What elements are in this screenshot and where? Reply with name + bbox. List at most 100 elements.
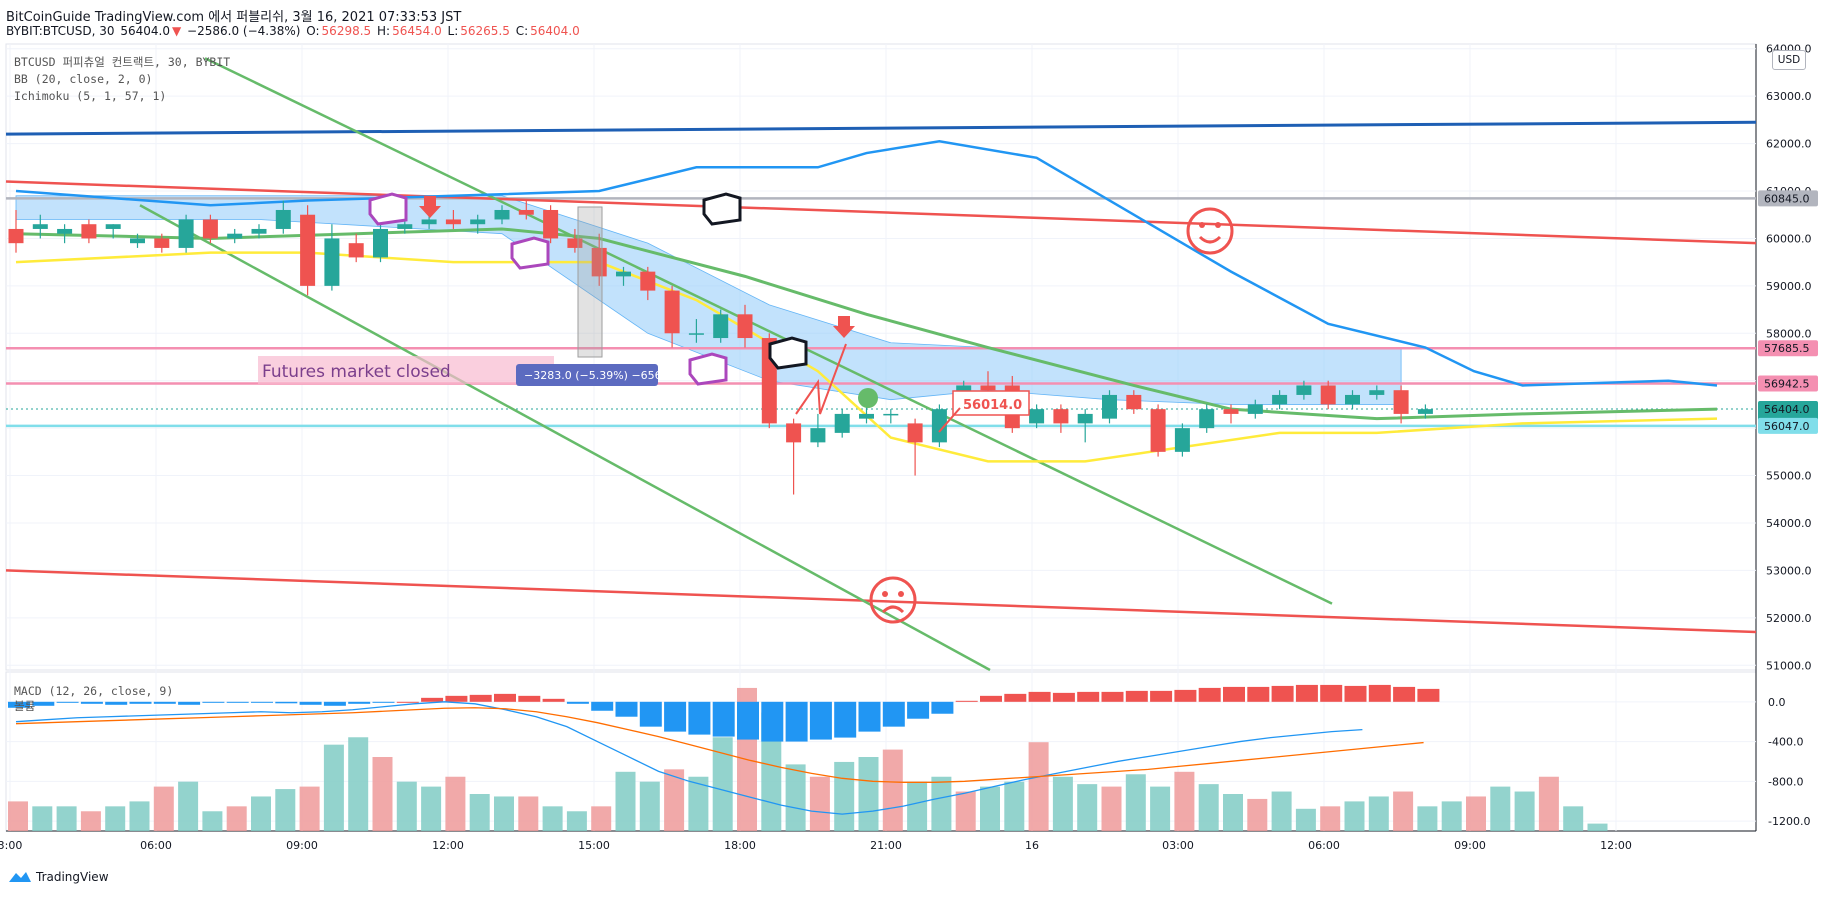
- happy-face-icon: [1186, 207, 1234, 255]
- candle-body: [1417, 409, 1433, 414]
- candle-body: [518, 209, 534, 215]
- volume-bar: [1125, 774, 1146, 831]
- volume-bar: [348, 737, 369, 831]
- y-tick-label: 58000.0: [1766, 327, 1812, 340]
- publish-line: BitCoinGuide TradingView.com 에서 퍼블리쉬, 3월…: [6, 10, 462, 25]
- volume-bar: [396, 781, 417, 831]
- candle-body: [324, 238, 340, 286]
- measure-label-box: [516, 364, 658, 386]
- candle-body: [470, 219, 486, 225]
- macd-histogram-bar: [1125, 690, 1148, 702]
- x-tick-label: 12:00: [432, 839, 464, 852]
- macd-histogram-bar: [761, 701, 784, 742]
- volume-bar: [1028, 742, 1049, 831]
- macd-histogram-bar: [1150, 690, 1173, 702]
- change-down-icon: ▼: [171, 24, 182, 38]
- footer-brand[interactable]: TradingView: [8, 870, 109, 884]
- candle-body: [859, 413, 874, 419]
- macd-histogram-bar: [80, 701, 103, 704]
- forecast-arrow: [938, 407, 961, 433]
- macd-histogram-bar: [1271, 685, 1294, 702]
- macd-histogram-bar: [1004, 693, 1027, 702]
- volume-bar: [518, 796, 539, 831]
- candle-body: [300, 214, 316, 286]
- candle-body: [1077, 413, 1093, 424]
- green-channel-lower: [139, 204, 991, 672]
- candle-body: [883, 413, 899, 416]
- macd-histogram-bar: [712, 701, 735, 737]
- candle-body: [1369, 390, 1385, 395]
- candle-body: [931, 409, 947, 443]
- futures-closed-label: Futures market closed: [262, 362, 451, 382]
- close-label: C:: [515, 24, 529, 38]
- x-tick-label: 15:00: [578, 839, 610, 852]
- volume-bar: [785, 764, 806, 831]
- macd-histogram-bar: [8, 701, 30, 708]
- macd-histogram-bar: [299, 701, 322, 705]
- macd-histogram-bar: [1028, 691, 1051, 702]
- volume-bar: [1393, 791, 1414, 831]
- signal-line: [15, 707, 1424, 783]
- macd-histogram-bar: [226, 701, 249, 703]
- measure-label: −3283.0 (−5.39%) −6566: [524, 369, 669, 382]
- candle-body: [907, 423, 923, 443]
- volume-bar: [1150, 786, 1171, 831]
- volume-bar: [809, 776, 830, 831]
- tradingview-logo-icon: [9, 872, 31, 882]
- volume-bar: [1344, 801, 1365, 831]
- y-tick-label: 54000.0: [1766, 517, 1812, 530]
- macd-histogram-bar: [421, 697, 444, 702]
- price-tag-label: 56014.0: [963, 398, 1022, 413]
- x-tick-label: 06:00: [140, 839, 172, 852]
- macd-histogram-bar: [907, 701, 930, 719]
- forecast-arrow: [795, 343, 847, 415]
- legend-volume: 볼륨: [14, 699, 35, 713]
- candle-body: [81, 224, 97, 239]
- volume-bar: [80, 811, 101, 831]
- macd-histogram-bar: [615, 701, 638, 717]
- macd-histogram-bar: [518, 695, 541, 702]
- thumbs-hand-icon: [368, 192, 408, 226]
- volume-bar: [1004, 781, 1025, 831]
- candle-body: [737, 314, 753, 339]
- volume-bar: [32, 806, 53, 831]
- volume-bar: [251, 796, 271, 831]
- volume-bar: [1417, 806, 1438, 831]
- candle-body: [980, 385, 996, 391]
- sad-face-icon-eye: [882, 591, 888, 597]
- cat-icon: [858, 388, 878, 408]
- macd-histogram-bar: [494, 693, 516, 702]
- macd-histogram-bar: [1052, 692, 1075, 702]
- macd-histogram-bar: [664, 701, 687, 732]
- macd-histogram-bar: [1417, 688, 1440, 702]
- volume-bar: [834, 761, 855, 831]
- volume-bar: [639, 781, 660, 831]
- macd-histogram-bar: [809, 701, 832, 740]
- candle-body: [664, 290, 680, 334]
- volume-bar: [178, 781, 199, 831]
- volume-bar: [1490, 786, 1511, 831]
- y-tick-label: 62000.0: [1766, 138, 1812, 151]
- macd-histogram-bar: [834, 701, 857, 738]
- green-channel-upper: [204, 57, 1333, 605]
- high-value: 56454.0: [392, 24, 442, 38]
- ohlc-line: BYBIT:BTCUSD, 30 56404.0 ▼ −2586.0 (−4.38…: [6, 24, 582, 38]
- x-tick-label: 09:00: [286, 839, 318, 852]
- macd-histogram-bar: [785, 701, 808, 742]
- macd-histogram-bar: [955, 700, 978, 702]
- currency-button[interactable]: USD: [1772, 50, 1806, 70]
- y-tick-label: 59000.0: [1766, 280, 1812, 293]
- volume-bar: [299, 786, 320, 831]
- candle-body: [105, 224, 121, 229]
- candle-body: [1247, 404, 1263, 414]
- candle-body: [421, 219, 437, 225]
- macd-histogram-bar: [1344, 685, 1367, 702]
- candle-body: [130, 238, 145, 244]
- macd-histogram-bar: [858, 701, 881, 732]
- sad-face-icon-eye: [898, 591, 904, 597]
- blue-trendline: [5, 120, 1757, 136]
- candle-body: [373, 228, 388, 258]
- y-tick-label: 55000.0: [1766, 470, 1812, 483]
- down-arrow-icon: [833, 316, 855, 338]
